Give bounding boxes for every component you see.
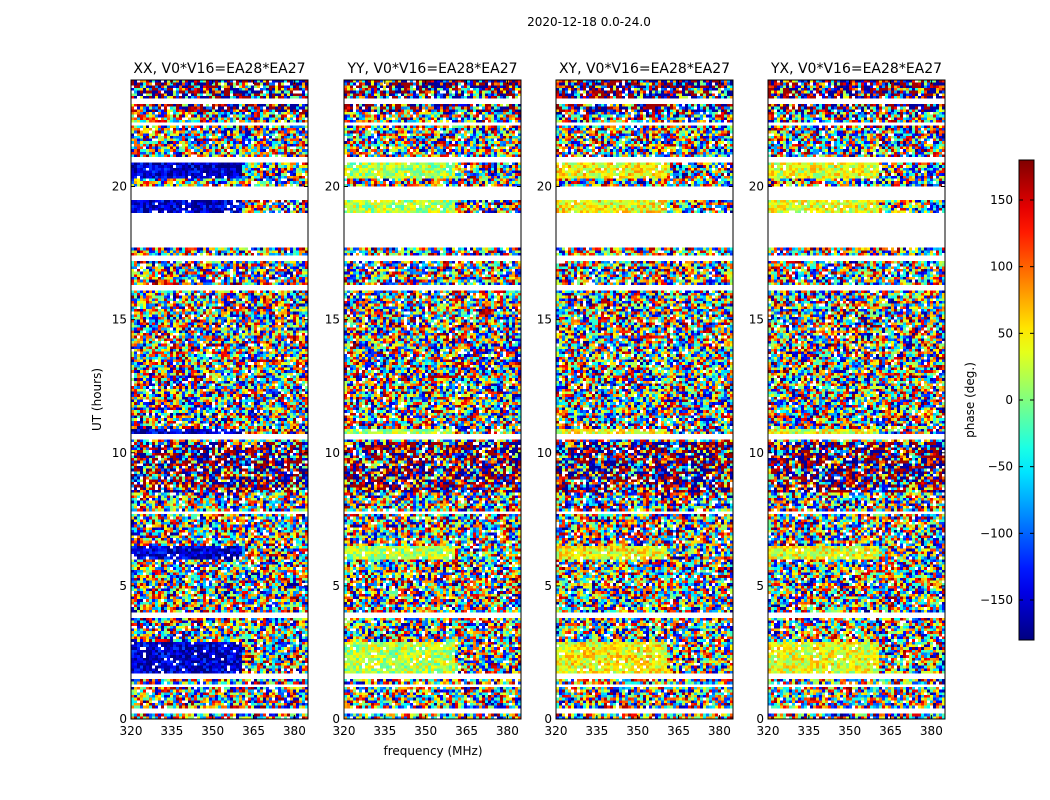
y-tick-label: 10 [112,446,127,460]
y-tick-label: 10 [325,446,340,460]
y-tick-label: 15 [112,313,127,327]
y-axis-label: UT (hours) [90,368,104,431]
panel-title: YY, V0*V16=EA28*EA27 [346,61,517,77]
y-tick-label: 20 [112,180,127,194]
y-tick-label: 10 [537,446,552,460]
x-tick-label: 365 [455,724,478,738]
y-tick-label: 15 [325,313,340,327]
x-tick-label: 380 [920,724,943,738]
x-tick-label: 365 [242,724,265,738]
x-tick-label: 320 [757,724,780,738]
panel-2: YY, V0*V16=EA28*EA27 320 335 350 365 380 0 5 10 1… [325,61,522,758]
plot-frame [343,79,522,720]
panel-title: XX, V0*V16=EA28*EA27 [133,61,305,77]
heatmap-image [344,80,521,719]
y-tick-label: 5 [544,579,552,593]
y-tick-label: 0 [332,712,340,726]
y-tick-label: 15 [537,313,552,327]
x-tick-label: 380 [283,724,306,738]
x-tick-label: 350 [838,724,861,738]
x-tick-label: 350 [201,724,224,738]
panel-title: XY, V0*V16=EA28*EA27 [559,61,730,77]
x-tick-label: 365 [879,724,902,738]
plot-frame [555,79,734,720]
y-tick-label: 5 [119,579,127,593]
y-tick-label: 0 [756,712,764,726]
x-tick-label: 380 [708,724,731,738]
x-axis-label: frequency (MHz) [383,744,482,758]
x-tick-label: 335 [585,724,608,738]
colorbar-tick-label: 0 [1005,393,1013,407]
heatmap-image [768,80,945,719]
colorbar-tick-label: −150 [980,593,1013,607]
heatmap-image [556,80,733,719]
y-tick-label: 0 [544,712,552,726]
y-tick-label: 5 [332,579,340,593]
panel-1: XX, V0*V16=EA28*EA27 320 335 350 365 380 0 5 10 1… [90,61,309,738]
y-tick-label: 5 [756,579,764,593]
colorbar: −150 −100 −50 0 50 100 150 phase (deg.) [963,159,1035,641]
y-tick-label: 10 [749,446,764,460]
panels: XX, V0*V16=EA28*EA27 320 335 350 365 380 0 5 10 1… [90,61,946,758]
y-tick-label: 20 [325,180,340,194]
colorbar-tick-label: −100 [980,526,1013,540]
panel-3: XY, V0*V16=EA28*EA27 320 335 350 365 380 0 5 10 1… [537,61,734,738]
colorbar-tick-label: 100 [990,260,1013,274]
plot-frame [767,79,946,720]
x-tick-label: 350 [414,724,437,738]
panel-4: YX, V0*V16=EA28*EA27 320 335 350 365 380 0 5 10 1… [749,61,946,738]
plot-frame [130,79,309,720]
y-tick-label: 20 [537,180,552,194]
x-tick-label: 320 [120,724,143,738]
panel-title: YX, V0*V16=EA28*EA27 [770,61,942,77]
y-tick-label: 15 [749,313,764,327]
x-tick-label: 335 [160,724,183,738]
y-tick-label: 20 [749,180,764,194]
x-tick-label: 320 [545,724,568,738]
figure-title: 2020-12-18 0.0-24.0 [527,15,651,29]
colorbar-tick-label: −50 [988,460,1013,474]
x-tick-label: 335 [373,724,396,738]
colorbar-label: phase (deg.) [963,362,977,438]
x-tick-label: 320 [333,724,356,738]
x-tick-label: 365 [667,724,690,738]
x-tick-label: 350 [626,724,649,738]
x-tick-label: 380 [496,724,519,738]
x-tick-label: 335 [797,724,820,738]
y-tick-label: 0 [119,712,127,726]
colorbar-tick-label: 150 [990,193,1013,207]
heatmap-image [131,80,308,719]
colorbar-tick-label: 50 [998,326,1013,340]
